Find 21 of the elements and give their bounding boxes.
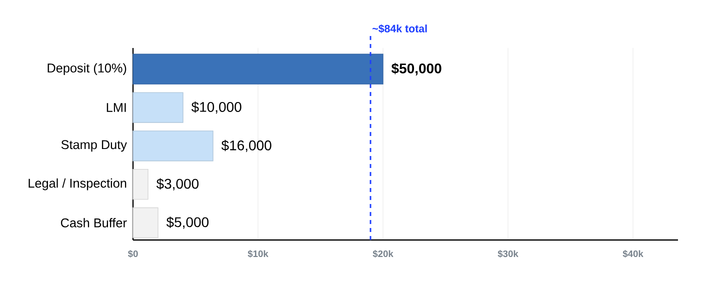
bar xyxy=(132,207,158,238)
bar xyxy=(132,130,214,162)
x-tick-label: $0 xyxy=(128,250,138,258)
x-tick-label: $20k xyxy=(372,250,394,258)
x-tick-label: $10k xyxy=(248,250,268,258)
y-tick-label: LMI xyxy=(106,103,126,112)
annotation: $10,000 xyxy=(191,101,242,114)
y-tick-label: Cash Buffer xyxy=(60,218,127,228)
bar xyxy=(132,54,384,84)
bar xyxy=(132,169,148,200)
y-tick-label: Deposit (10%) xyxy=(48,63,126,76)
bar xyxy=(132,92,184,123)
x-tick-label: $30k xyxy=(498,250,518,258)
y-tick-label: Legal / Inspection xyxy=(28,178,126,190)
x-tick-label: $40k xyxy=(622,250,644,258)
annotation: $16,000 xyxy=(221,140,272,152)
annotation: $5,000 xyxy=(166,216,209,229)
ref-line-label: ~$84k total xyxy=(372,24,427,34)
annotation: $3,000 xyxy=(156,178,199,190)
annotation: $50,000 xyxy=(391,62,442,76)
y-tick-label: Stamp Duty xyxy=(61,140,127,152)
